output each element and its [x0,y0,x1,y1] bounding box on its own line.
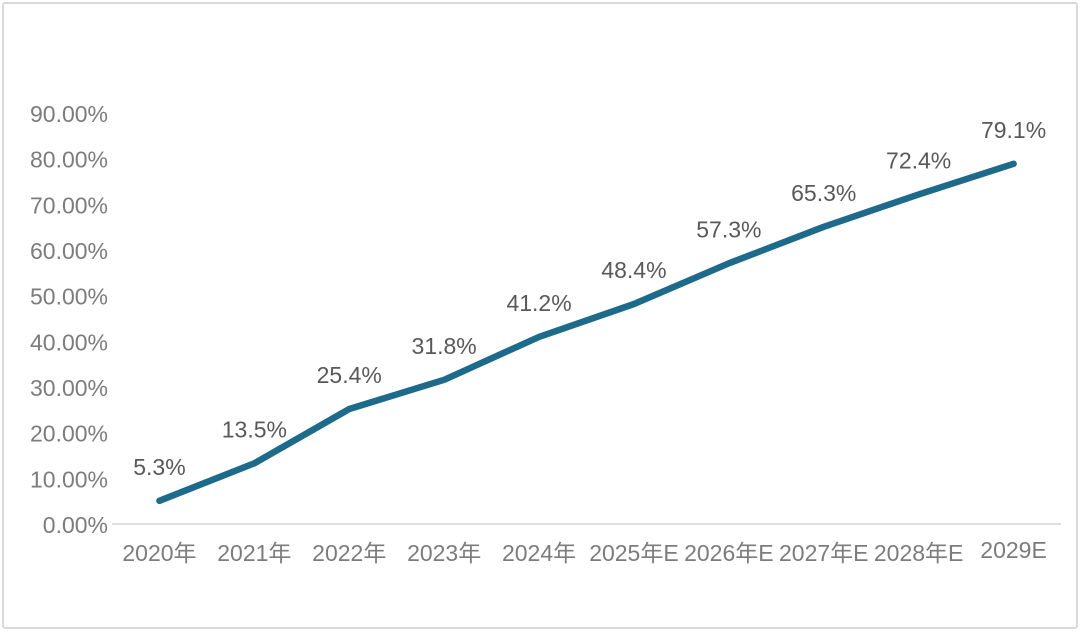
y-axis-tick-label: 60.00% [30,238,108,264]
y-axis-tick-label: 70.00% [30,192,108,218]
x-axis-tick-label: 2029E [980,537,1047,563]
x-axis-tick-label: 2027年E [779,540,869,566]
data-label: 5.3% [133,454,185,480]
data-label: 41.2% [506,290,571,316]
y-axis-tick-label: 90.00% [30,101,108,127]
data-label: 31.8% [412,333,477,359]
data-label: 48.4% [601,257,666,283]
data-label: 25.4% [317,362,382,388]
data-label: 57.3% [696,216,761,242]
data-label: 72.4% [886,147,951,173]
y-axis-tick-label: 40.00% [30,329,108,355]
x-axis-tick-label: 2022年 [312,540,386,566]
y-axis-tick-label: 20.00% [30,421,108,447]
x-axis-tick-label: 2021年 [217,540,291,566]
y-axis-tick-label: 0.00% [43,512,108,538]
y-axis-tick-label: 10.00% [30,466,108,492]
y-axis-tick-label: 50.00% [30,284,108,310]
x-axis-tick-label: 2026年E [684,540,774,566]
series-line [159,164,1013,501]
line-chart: 0.00% 10.00% 20.00% 30.00% 40.00% 50.00% 60.00… [4,4,1080,635]
y-axis-tick-label: 30.00% [30,375,108,401]
x-axis-tick-label: 2024年 [502,540,576,566]
data-label: 13.5% [222,416,287,442]
data-label: 65.3% [791,180,856,206]
y-axis-tick-label: 80.00% [30,147,108,173]
x-axis-tick-label: 2023年 [407,540,481,566]
x-axis-tick-label: 2028年E [874,540,964,566]
x-axis-tick-label: 2020年 [122,540,196,566]
x-axis-tick-label: 2025年E [589,540,679,566]
data-label: 79.1% [981,117,1046,143]
